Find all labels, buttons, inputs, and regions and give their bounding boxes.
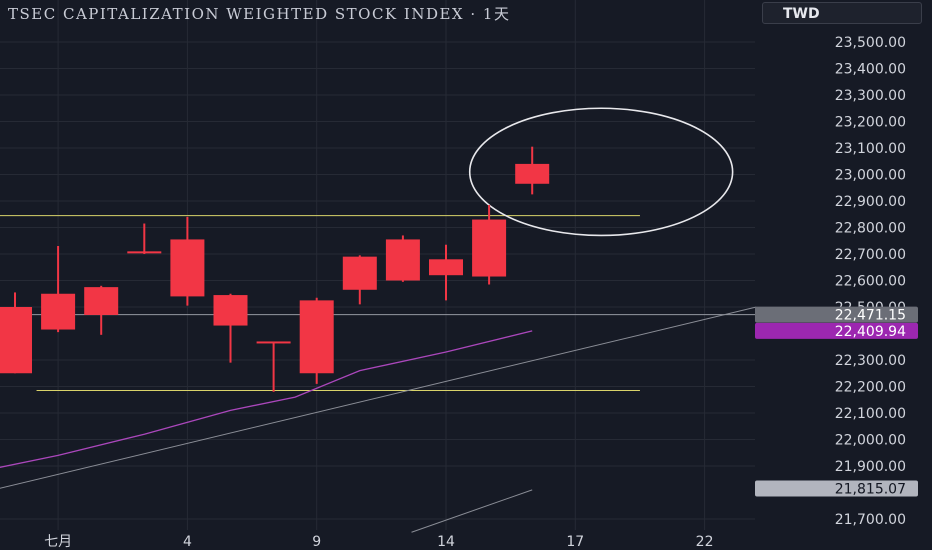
drawings-layer [0, 107, 770, 533]
candle[interactable] [84, 285, 119, 335]
highlight-ellipse [468, 107, 734, 237]
candle[interactable] [256, 341, 291, 392]
candle-body[interactable] [213, 295, 248, 326]
price-tick-label: 23,400.00 [835, 62, 906, 78]
price-tick-label: 23,500.00 [835, 35, 906, 51]
candle-body[interactable] [84, 287, 119, 315]
price-tag-bg [755, 480, 918, 497]
price-tag-label: 22,471.15 [835, 308, 906, 324]
candle-body[interactable] [170, 239, 205, 297]
candle-body[interactable] [127, 251, 162, 254]
time-tick-label: 22 [696, 534, 714, 550]
candle[interactable] [0, 292, 32, 374]
time-tick-label: 17 [566, 534, 584, 550]
trend-line [0, 306, 757, 489]
candle-body[interactable] [342, 256, 377, 290]
candle-body[interactable] [385, 239, 420, 281]
price-tick-label: 23,200.00 [835, 115, 906, 131]
time-tick-label: 9 [312, 534, 321, 550]
price-tag-label: 22,409.94 [835, 324, 906, 340]
price-axis[interactable]: 23,500.00 23,400.00 23,300.00 23,200.00 23,1… [835, 35, 906, 528]
candle-body[interactable] [41, 293, 76, 330]
candles-layer[interactable] [0, 146, 550, 392]
price-tag: 22,409.94 [755, 322, 918, 340]
moving-average-line [0, 330, 533, 468]
candle[interactable] [472, 204, 507, 285]
candle[interactable] [429, 244, 463, 301]
price-tick-label: 21,900.00 [835, 459, 906, 475]
price-tick-label: 22,300.00 [835, 353, 906, 369]
candle[interactable] [41, 246, 76, 333]
price-tick-label: 21,700.00 [835, 512, 906, 528]
candle[interactable] [299, 297, 334, 384]
price-tick-label: 22,800.00 [835, 221, 906, 237]
price-tick-label: 22,100.00 [835, 406, 906, 422]
candle[interactable] [170, 216, 205, 306]
candle-body[interactable] [0, 307, 32, 374]
candle[interactable] [213, 293, 248, 363]
candle-body[interactable] [472, 219, 507, 277]
candle[interactable] [127, 223, 162, 254]
price-tag-bg [755, 322, 918, 339]
candle[interactable] [342, 255, 377, 305]
currency-badge[interactable]: TWD [762, 2, 922, 24]
price-tick-label: 22,700.00 [835, 247, 906, 263]
price-tick-label: 22,600.00 [835, 274, 906, 290]
trend-line [411, 489, 533, 533]
price-tick-label: 23,100.00 [835, 141, 906, 157]
price-tag-bg [755, 306, 918, 323]
moving-average-layer [0, 330, 533, 468]
time-tick-label: 14 [437, 534, 455, 550]
candle-body[interactable] [429, 259, 463, 276]
grid-lines [0, 0, 755, 530]
candle-body[interactable] [299, 300, 334, 374]
price-tick-label: 22,000.00 [835, 433, 906, 449]
price-tick-label: 22,900.00 [835, 194, 906, 210]
price-tick-label: 23,300.00 [835, 88, 906, 104]
price-tag: 22,471.15 [755, 306, 918, 324]
candle-body[interactable] [515, 163, 550, 184]
time-tick-label: 4 [183, 534, 192, 550]
chart-title: TSEC CAPITALIZATION WEIGHTED STOCK INDEX… [8, 5, 511, 23]
price-tick-label: 23,000.00 [835, 168, 906, 184]
time-tick-label: 七月 [44, 534, 72, 550]
candle[interactable] [385, 235, 420, 282]
price-tag-label: 21,815.07 [835, 482, 906, 498]
time-axis[interactable]: 七月 4 9 14 17 22 [44, 534, 713, 550]
price-tick-label: 22,200.00 [835, 380, 906, 396]
candle-body[interactable] [256, 341, 291, 344]
price-tag: 21,815.07 [755, 480, 918, 498]
candle[interactable] [515, 146, 550, 195]
